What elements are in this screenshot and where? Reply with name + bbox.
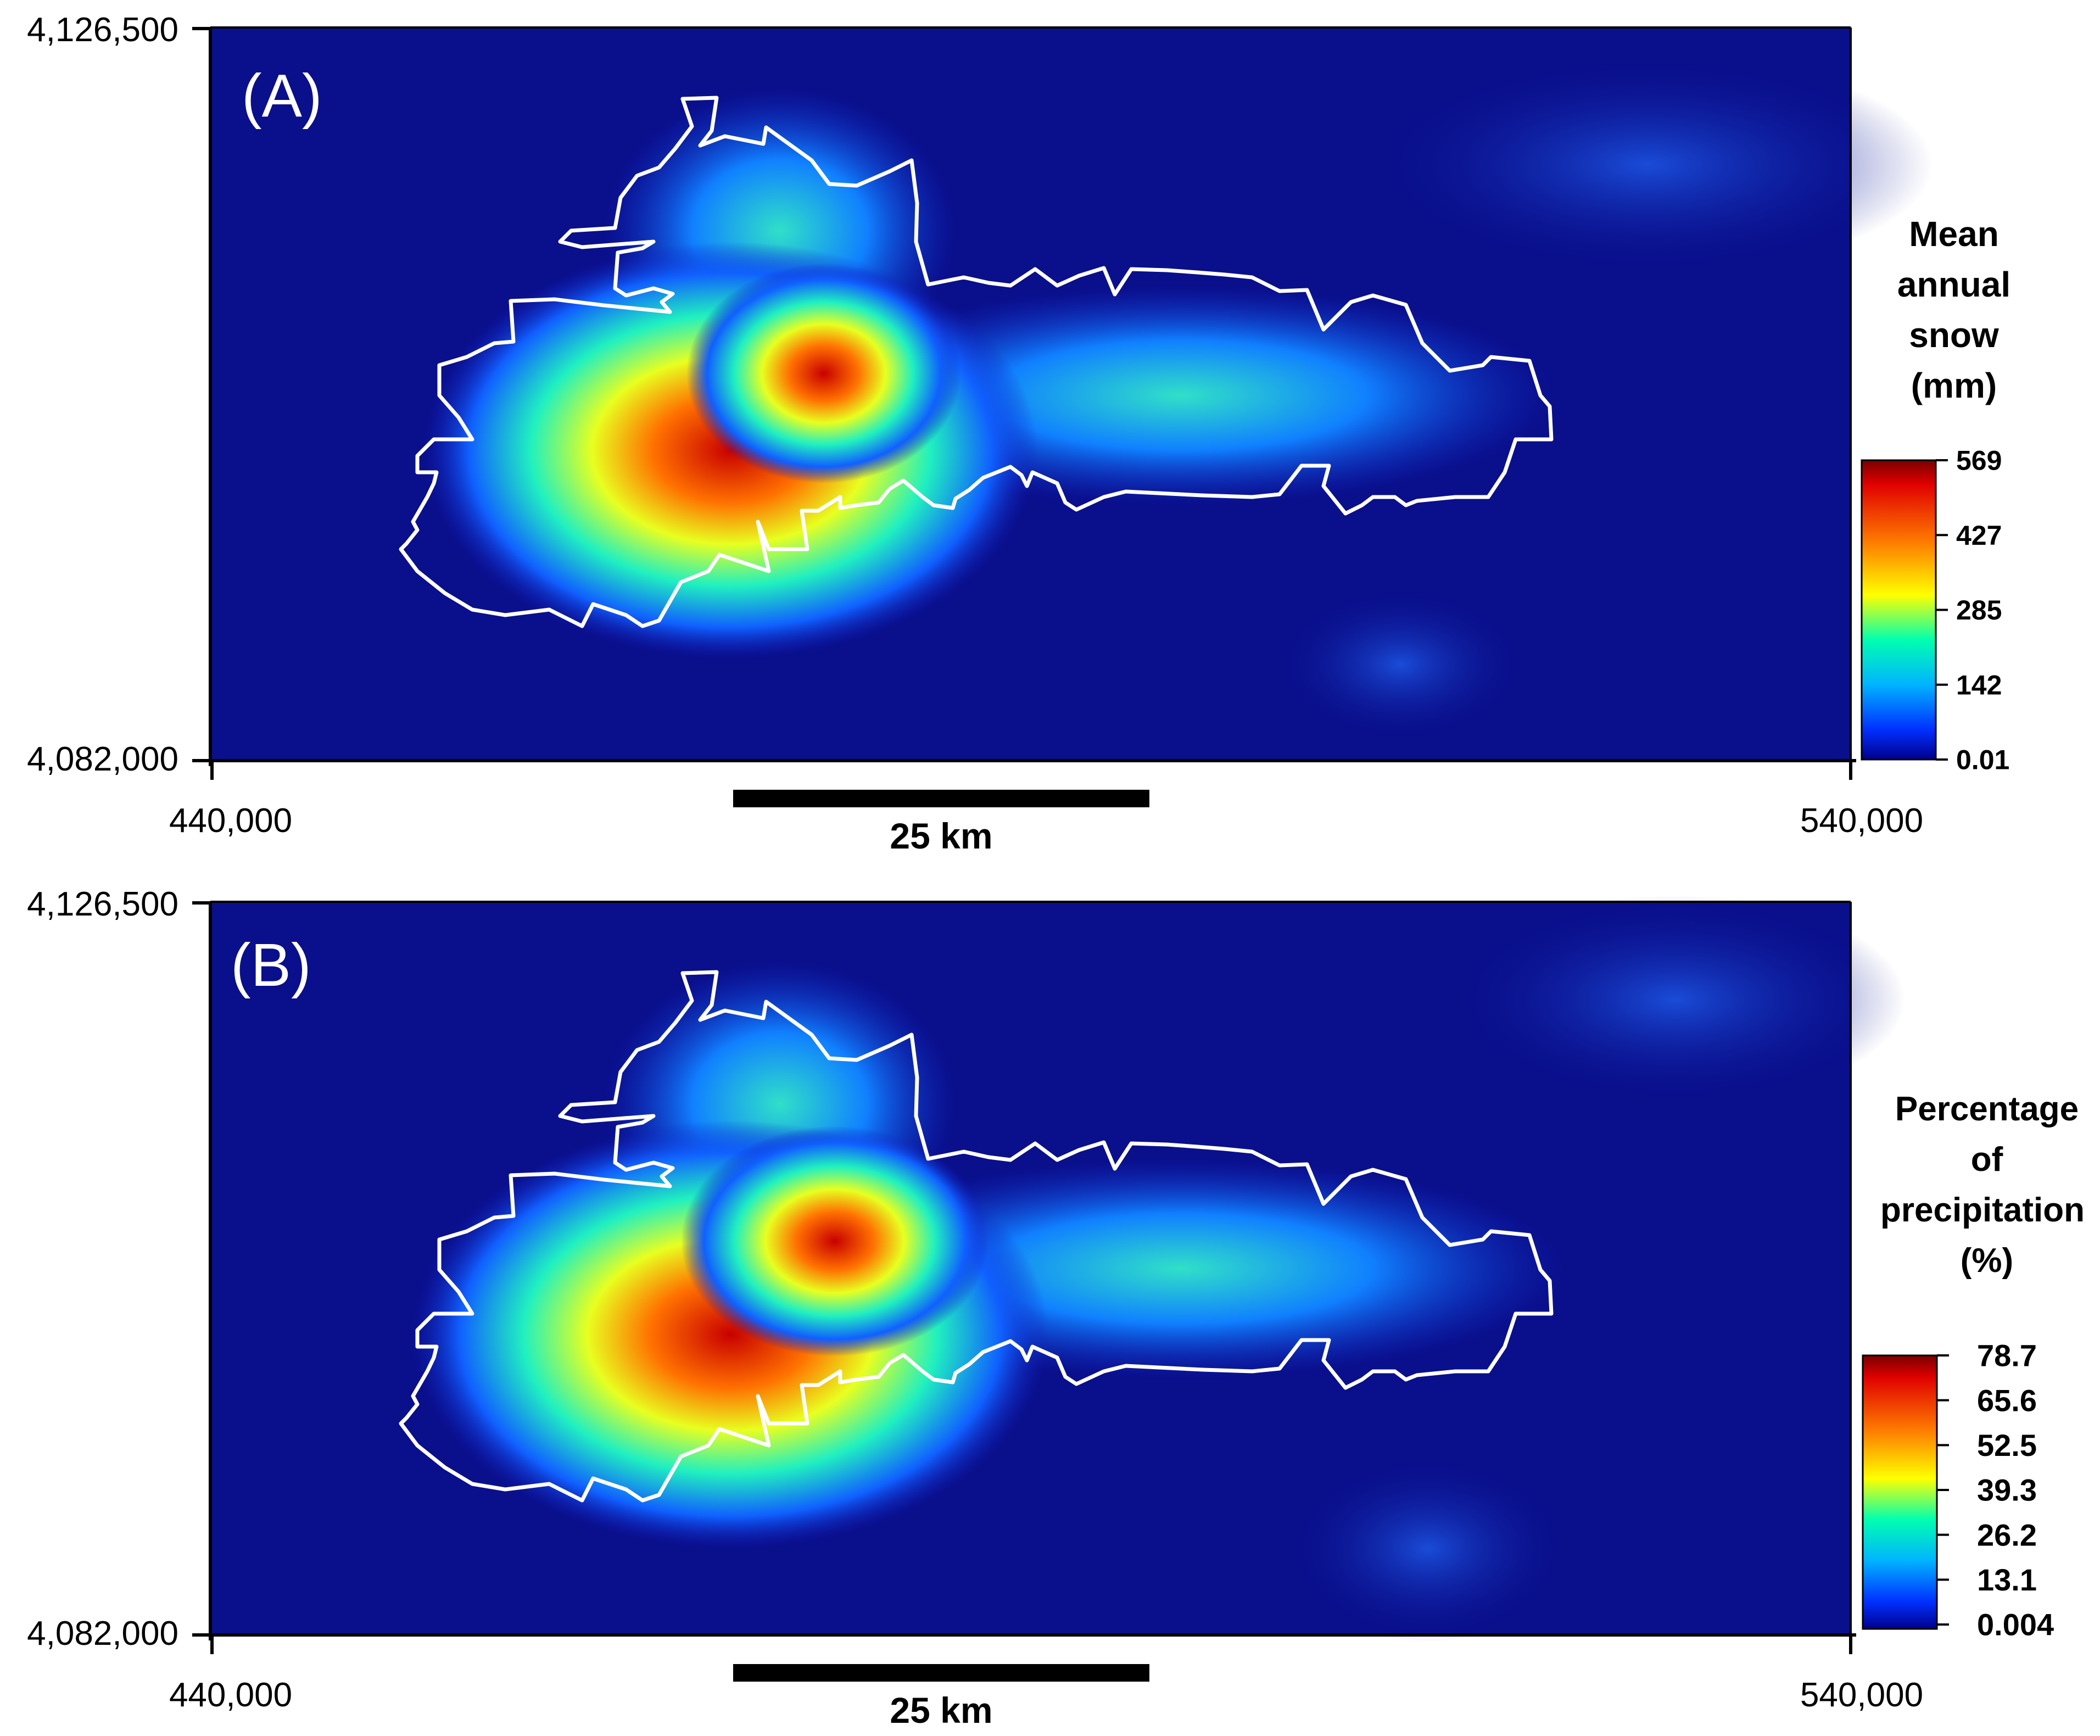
y-top-label-a: 4,126,500 bbox=[27, 11, 178, 49]
faint-region-a2 bbox=[1274, 588, 1527, 741]
legend-title-line-a2: snow bbox=[1909, 315, 1999, 355]
legend-title-line-a3: (mm) bbox=[1911, 366, 1997, 405]
scale-bar-label-a: 25 km bbox=[890, 816, 992, 856]
basin-outline-a bbox=[399, 96, 1554, 628]
x-left-label-b: 440,000 bbox=[169, 1676, 292, 1714]
legend-title-line-b0: Percentage bbox=[1895, 1090, 2079, 1128]
legend-tick-label: 65.6 bbox=[1977, 1383, 2037, 1417]
legend-b: Percentage of precipitation (%) 78.7 65.6… bbox=[1862, 1090, 2085, 1642]
legend-tick-label: 13.1 bbox=[1977, 1562, 2037, 1597]
legend-tick-label: 52.5 bbox=[1977, 1428, 2037, 1463]
legend-title-line-b2: precipitation bbox=[1880, 1191, 2085, 1229]
panel-label-a: (A) bbox=[242, 62, 322, 130]
faint-region-a bbox=[1362, 55, 1933, 275]
x-right-label-b: 540,000 bbox=[1800, 1676, 1923, 1714]
legend-tick-label: 78.7 bbox=[1977, 1338, 2037, 1373]
legend-tick-label: 142 bbox=[1956, 669, 2002, 700]
legend-tick-label: 285 bbox=[1956, 595, 2002, 626]
scale-bar-label-b: 25 km bbox=[890, 1690, 992, 1731]
scale-bar-a bbox=[733, 790, 1149, 807]
legend-a: Mean annual snow (mm) 569 427 285 142 0.01 bbox=[1861, 214, 2010, 775]
legend-tick-label: 427 bbox=[1956, 520, 2002, 551]
basin-outline-b bbox=[399, 970, 1554, 1503]
y-bottom-label-b: 4,082,000 bbox=[27, 1615, 178, 1653]
legend-title-line-b1: of bbox=[1971, 1141, 2003, 1179]
x-left-label-a: 440,000 bbox=[169, 802, 292, 840]
scale-bar-b bbox=[733, 1664, 1149, 1682]
heat-core2-b bbox=[681, 1126, 988, 1357]
faint-region-b2 bbox=[1285, 1455, 1571, 1642]
y-bottom-label-a: 4,082,000 bbox=[27, 740, 178, 778]
heat-core2-a bbox=[686, 264, 961, 483]
y-top-label-b: 4,126,500 bbox=[27, 885, 178, 923]
panel-a: 4,126,500 4,082,000 440,000 540,000 (A) … bbox=[27, 11, 2010, 856]
legend-title-line-a0: Mean bbox=[1909, 214, 1999, 254]
legend-tick-label: 0.01 bbox=[1956, 745, 2009, 775]
legend-title-line-b3: (%) bbox=[1961, 1242, 2013, 1280]
legend-tick-label: 39.3 bbox=[1977, 1473, 2037, 1508]
color-ramp-a bbox=[1861, 459, 1937, 761]
panel-b: 4,126,500 4,082,000 440,000 540,000 (B) … bbox=[27, 885, 2085, 1731]
legend-tick-label: 26.2 bbox=[1977, 1517, 2037, 1552]
legend-tick-label: 0.004 bbox=[1977, 1607, 2054, 1642]
panel-label-b: (B) bbox=[231, 931, 311, 999]
x-right-label-a: 540,000 bbox=[1800, 802, 1923, 840]
legend-tick-label: 569 bbox=[1956, 445, 2002, 476]
faint-region-b bbox=[1444, 895, 1906, 1104]
legend-title-line-a1: annual bbox=[1897, 265, 2010, 304]
color-ramp-b bbox=[1862, 1354, 1938, 1630]
